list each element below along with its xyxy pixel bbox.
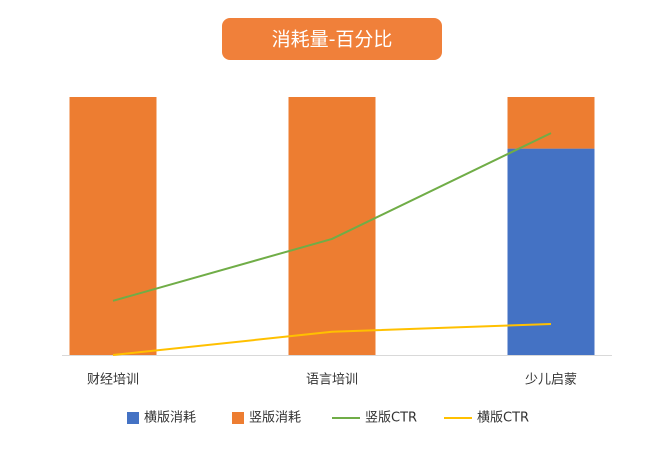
legend-label: 横版消耗 [144, 411, 196, 426]
legend-swatch [127, 412, 139, 424]
x-tick-label: 少儿启蒙 [525, 373, 577, 388]
bar-segment [69, 97, 157, 355]
x-tick-label: 语言培训 [306, 372, 358, 388]
line [112, 323, 552, 356]
title-box [222, 18, 442, 60]
legend-label: 竖版消耗 [249, 411, 301, 426]
legend-swatch [232, 412, 244, 424]
line [112, 132, 552, 302]
bar-segment [507, 148, 595, 355]
x-tick-label: 财经培训 [87, 372, 139, 388]
bar-segment [507, 97, 595, 149]
legend-label: 横版CTR [477, 411, 529, 426]
chart-title: 消耗量-百分比 [272, 29, 393, 51]
bar-segment [288, 97, 376, 355]
legend-label: 竖版CTR [365, 411, 417, 426]
